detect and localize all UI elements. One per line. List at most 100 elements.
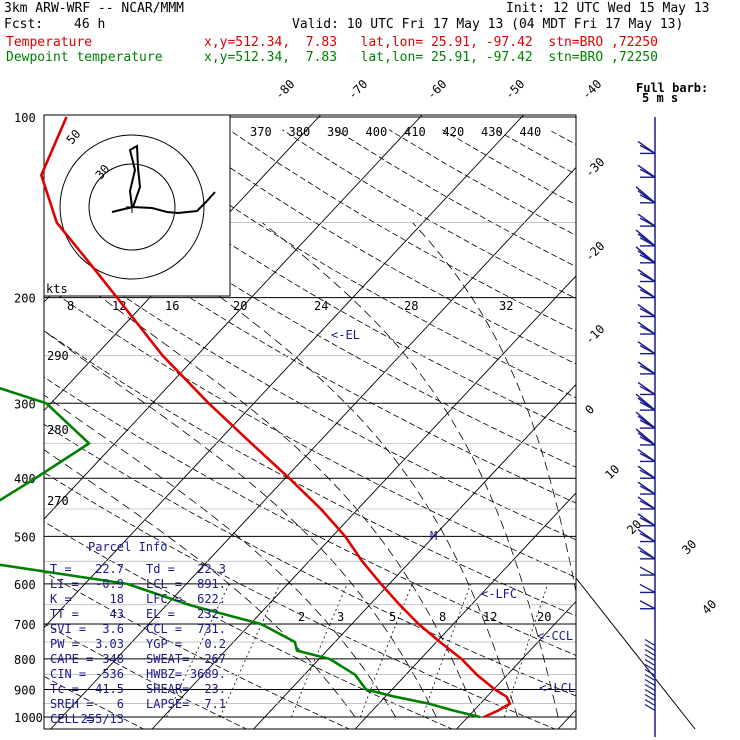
- wind-barb-low: [644, 698, 656, 707]
- parcel-key: CAPE =: [50, 652, 93, 666]
- dry-adiabat-line: [44, 521, 454, 729]
- parcel-value: 3.03: [95, 637, 124, 651]
- parcel-info-title: Parcel Info: [88, 540, 167, 554]
- pressure-label: 1000: [14, 711, 43, 725]
- dry-adiabat-line: [44, 330, 576, 617]
- wind-barb: [637, 164, 656, 178]
- skewed-temp-label: -10: [582, 322, 607, 347]
- skewed-temp-label: 40: [699, 597, 719, 617]
- parcel-key: LFC =: [146, 592, 182, 606]
- pressure-label: 300: [14, 397, 36, 411]
- dry-adiabat-line: [281, 129, 576, 299]
- hodograph-speed-tick: 16: [165, 299, 179, 313]
- parcel-value: -536: [95, 667, 124, 681]
- wind-barb: [637, 321, 656, 335]
- wind-barb: [635, 393, 656, 411]
- wind-barb: [637, 448, 656, 462]
- theta-label: 420: [443, 125, 465, 139]
- valid-time: Valid: 10 UTC Fri 17 May 13 (04 MDT Fri …: [292, 17, 684, 32]
- wind-barb: [639, 600, 656, 610]
- pressure-label: 200: [14, 292, 36, 306]
- mixing-ratio-label: 5: [389, 610, 396, 624]
- dry-adiabat-line: [0, 130, 42, 730]
- skewed-temp-label: 30: [679, 537, 699, 557]
- wind-barb-low: [644, 678, 656, 687]
- parcel-key: CIN =: [50, 667, 86, 681]
- level-label: <-CCL: [537, 629, 573, 643]
- parcel-value: 255/13: [81, 712, 124, 726]
- skewed-temp-label: 0: [582, 402, 597, 417]
- parcel-key: PW =: [50, 637, 79, 651]
- skewed-temp-label: -40: [579, 77, 604, 102]
- wind-barb-low: [644, 663, 656, 672]
- temperature-legend: Temperature: [6, 35, 93, 50]
- pressure-label: 100: [14, 111, 36, 125]
- parcel-key: SHEAR=: [146, 682, 189, 696]
- hodograph-ring-inner: [88, 163, 176, 251]
- parcel-key: YGP =: [146, 637, 182, 651]
- parcel-value: 22.3: [197, 562, 226, 576]
- dry-adiabat-line: [44, 571, 351, 729]
- hodograph-speed-tick: 8: [67, 299, 74, 313]
- barb-title-line2: 5 m s: [642, 91, 678, 105]
- theta-label: 410: [404, 125, 426, 139]
- moist-adiabat-line: [44, 330, 437, 718]
- temperature-profile: [40, 116, 512, 719]
- wind-barb-low: [644, 643, 656, 652]
- skewed-temp-label: -20: [582, 239, 607, 264]
- wind-barb: [637, 381, 656, 396]
- parcel-key: TT =: [50, 607, 79, 621]
- wind-barb-low: [644, 683, 656, 692]
- parcel-value: 23.: [204, 682, 226, 696]
- plot-frame: [43, 114, 577, 730]
- hodograph-speed-tick: 32: [499, 299, 513, 313]
- mixing-ratio-line: [219, 583, 281, 718]
- parcel-key: SVI =: [50, 622, 86, 636]
- wind-barb-low: [644, 668, 656, 677]
- dry-adiabat-line: [44, 423, 576, 697]
- wind-barb: [637, 513, 656, 527]
- pressure-label: 500: [14, 530, 36, 544]
- level-label: <-LCL: [539, 681, 575, 695]
- isotherm-line: [151, 275, 576, 729]
- isotherm-line: [44, 115, 322, 412]
- hodograph-speed-tick: 12: [112, 299, 126, 313]
- mixing-ratio-label: 2: [298, 610, 305, 624]
- mixing-ratio-line: [422, 583, 472, 718]
- wind-barb: [637, 361, 656, 375]
- wind-barb-low: [644, 648, 656, 657]
- parcel-key: Td =: [146, 562, 175, 576]
- model-title: 3km ARW-WRF -- NCAR/MMM: [4, 1, 185, 16]
- forecast-hour: 46 h: [74, 17, 106, 32]
- hodograph: 50 30 kts: [43, 114, 231, 297]
- theta-label: 400: [366, 125, 388, 139]
- wind-barb: [635, 428, 656, 446]
- plot-frame-extension: [575, 537, 696, 730]
- skewed-temp-label: -80: [272, 77, 297, 102]
- skewed-temp-label: -30: [582, 155, 607, 180]
- wind-barb-low: [644, 638, 656, 647]
- parcel-key: K =: [50, 592, 72, 606]
- moist-adiabat-line: [44, 394, 397, 718]
- theta-label: 390: [327, 125, 349, 139]
- theta-label: 430: [481, 125, 503, 139]
- dry-adiabat-line: [44, 284, 576, 578]
- dewpoint-profile: [0, 386, 481, 719]
- hodograph-speed-label: kts: [46, 282, 68, 296]
- wind-barb: [637, 496, 656, 510]
- parcel-value: 348: [102, 652, 124, 666]
- pressure-label: 700: [14, 618, 36, 632]
- dry-adiabat-line: [44, 239, 576, 541]
- parcel-value: 18: [110, 592, 124, 606]
- moist-adiabat-line: [121, 222, 518, 718]
- wind-barb: [637, 546, 656, 560]
- pressure-label: 800: [14, 653, 36, 667]
- wind-barb: [637, 268, 656, 283]
- parcel-key: SWEAT=: [146, 652, 189, 666]
- parcel-key: EL =: [146, 607, 175, 621]
- moist-adiabat-line: [412, 222, 576, 594]
- moist-adiabat-line: [262, 222, 559, 718]
- parcel-value: 7.1: [204, 697, 226, 711]
- wind-barb: [639, 566, 656, 576]
